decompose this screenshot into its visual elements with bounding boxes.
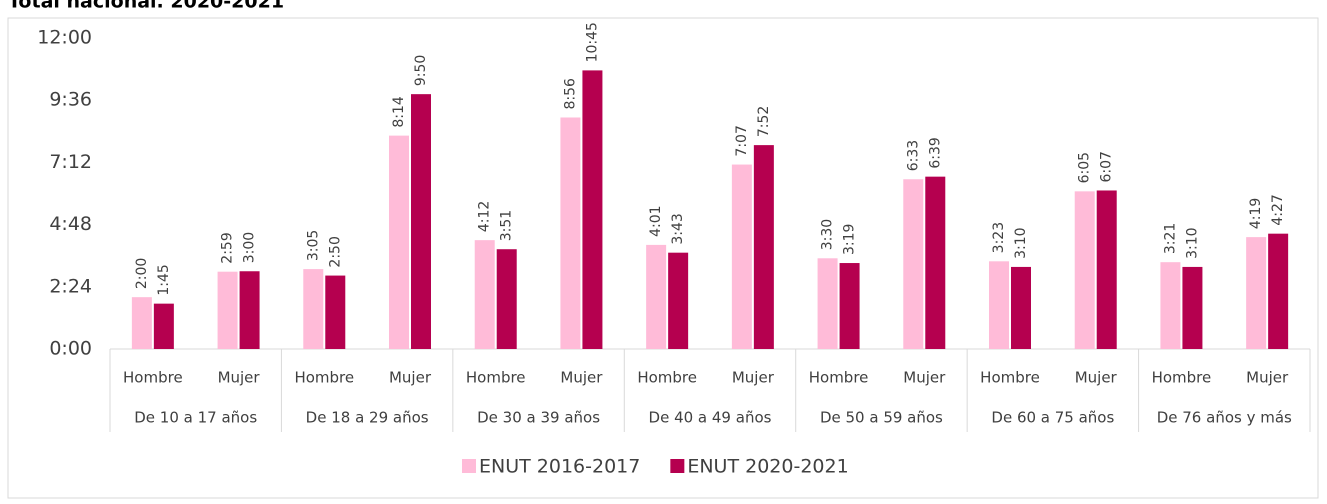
bar	[989, 261, 1009, 349]
x-tick-label: Hombre	[637, 369, 697, 387]
value-label: 1:45	[156, 264, 172, 295]
x-tick-label: Mujer	[903, 369, 946, 387]
bar	[131, 297, 152, 349]
x-tick-label: Mujer	[560, 369, 603, 387]
group-label: De 30 a 39 años	[477, 409, 600, 427]
y-tick-label: 0:00	[49, 338, 92, 360]
bar	[496, 249, 517, 349]
value-label: 8:56	[562, 78, 578, 110]
y-tick-label: 4:48	[49, 213, 92, 235]
value-label: 6:05	[1077, 152, 1093, 183]
legend-label: ENUT 2020-2021	[687, 456, 848, 478]
bar	[239, 271, 260, 349]
x-tick-label: Mujer	[732, 369, 775, 387]
y-tick-label: 9:36	[49, 89, 92, 111]
value-label: 6:07	[1099, 151, 1115, 182]
group-label: De 18 a 29 años	[306, 409, 429, 427]
bar	[839, 263, 860, 349]
bar	[753, 145, 774, 349]
value-label: 4:27	[1270, 194, 1286, 225]
group-label: De 10 a 17 años	[134, 409, 257, 427]
value-label: 3:21	[1162, 223, 1178, 254]
x-tick-label: Hombre	[123, 369, 183, 387]
x-tick-label: Mujer	[218, 369, 261, 387]
value-label: 3:00	[242, 232, 258, 263]
x-tick-label: Mujer	[1246, 369, 1289, 387]
bar	[325, 275, 346, 349]
value-label: 3:23	[991, 222, 1007, 253]
value-label: 4:12	[477, 201, 493, 232]
group-label: De 50 a 59 años	[820, 409, 943, 427]
x-tick-label: Hombre	[1152, 369, 1212, 387]
bar	[303, 269, 324, 349]
value-label: 3:30	[820, 219, 836, 250]
bar	[1160, 262, 1181, 349]
bar	[1268, 233, 1289, 349]
bar	[1011, 266, 1031, 349]
bar	[925, 176, 946, 349]
value-label: 8:14	[391, 96, 407, 128]
value-label: 2:50	[327, 236, 343, 267]
legend-swatch	[462, 459, 476, 473]
bar	[389, 135, 409, 349]
value-label: 3:10	[1013, 227, 1029, 258]
bar	[217, 271, 238, 349]
bar	[817, 258, 838, 349]
value-label: 2:59	[220, 232, 236, 263]
x-tick-label: Hombre	[294, 369, 354, 387]
group-label: De 76 años y más	[1157, 409, 1292, 427]
value-label: 10:45	[584, 22, 600, 62]
bar	[474, 240, 495, 349]
bar	[731, 164, 752, 349]
value-label: 3:51	[499, 210, 515, 241]
value-label: 9:50	[413, 55, 429, 86]
chart-title: Total nacional. 2020-2021	[8, 0, 284, 13]
bar	[668, 252, 689, 349]
bar	[1182, 266, 1203, 349]
bar	[903, 179, 924, 349]
x-tick-label: Mujer	[389, 369, 432, 387]
chart-border	[7, 17, 1319, 499]
x-tick-label: Hombre	[466, 369, 526, 387]
legend-swatch	[670, 459, 685, 473]
bar	[582, 70, 603, 349]
value-label: 7:07	[734, 125, 750, 156]
y-tick-label: 12:00	[37, 27, 92, 49]
value-label: 7:52	[756, 106, 772, 137]
bar	[1246, 237, 1267, 349]
value-label: 2:00	[134, 258, 150, 289]
bar	[153, 303, 174, 349]
value-label: 6:33	[905, 140, 921, 171]
value-label: 3:05	[305, 230, 321, 261]
x-tick-label: Mujer	[1075, 369, 1118, 387]
bar	[560, 117, 581, 350]
bar	[411, 94, 431, 349]
value-label: 6:39	[927, 137, 943, 168]
legend-label: ENUT 2016-2017	[479, 456, 640, 478]
group-label: De 60 a 75 años	[991, 409, 1114, 427]
value-label: 4:01	[648, 205, 664, 236]
bar	[1074, 191, 1095, 349]
value-label: 3:19	[842, 224, 858, 255]
y-tick-label: 7:12	[49, 151, 92, 173]
bar	[1096, 190, 1117, 349]
value-label: 3:43	[670, 213, 686, 244]
x-tick-label: Hombre	[980, 369, 1040, 387]
group-label: De 40 a 49 años	[649, 409, 772, 427]
y-tick-label: 2:24	[49, 275, 92, 297]
bar	[646, 244, 667, 349]
value-label: 3:10	[1184, 227, 1200, 258]
value-label: 4:19	[1248, 198, 1264, 229]
x-tick-label: Hombre	[809, 369, 869, 387]
